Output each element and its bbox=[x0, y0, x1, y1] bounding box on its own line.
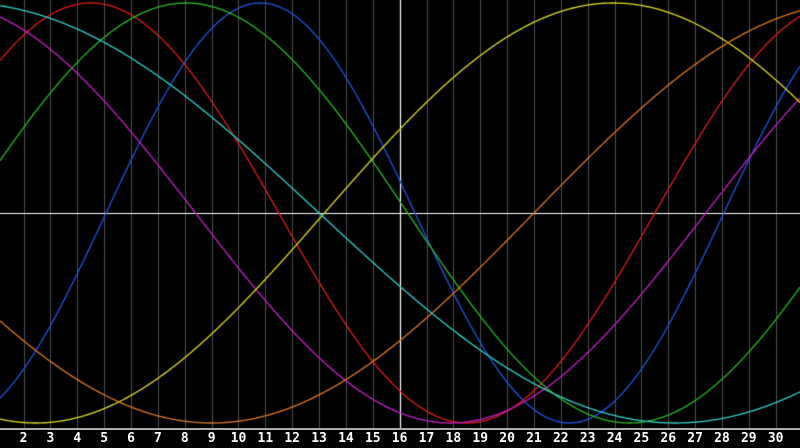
x-tick-label: 15 bbox=[364, 431, 381, 446]
x-tick-label: 2 bbox=[19, 431, 28, 446]
x-tick-label: 27 bbox=[687, 431, 703, 446]
x-tick-label: 30 bbox=[767, 431, 784, 446]
x-tick-label: 21 bbox=[526, 431, 542, 446]
x-tick-label: 25 bbox=[633, 431, 650, 446]
x-tick-label: 11 bbox=[257, 431, 274, 446]
x-tick-label: 16 bbox=[391, 431, 408, 446]
x-tick-label: 12 bbox=[284, 431, 301, 446]
x-tick-label: 28 bbox=[714, 431, 730, 446]
x-tick-label: 10 bbox=[230, 431, 247, 446]
x-tick-label: 4 bbox=[73, 431, 82, 446]
x-tick-label: 8 bbox=[180, 431, 189, 446]
x-axis-tick-strip: 2 3 4 5 6 7 8 9 10 11 12 13 14 15 16 17 18 19 20 21 22 23 24 25… bbox=[0, 430, 800, 448]
chart-plot-canvas bbox=[0, 0, 800, 428]
x-tick-label: 3 bbox=[46, 431, 55, 446]
x-tick-label: 22 bbox=[552, 431, 569, 446]
x-tick-label: 18 bbox=[445, 431, 462, 446]
x-tick-label: 20 bbox=[499, 431, 515, 446]
x-tick-label: 13 bbox=[311, 431, 327, 446]
x-tick-label: 23 bbox=[579, 431, 596, 446]
x-tick-label: 24 bbox=[606, 431, 623, 446]
x-axis-line bbox=[0, 428, 800, 430]
x-tick-label: 17 bbox=[418, 431, 435, 446]
x-tick-label: 14 bbox=[338, 431, 354, 446]
x-tick-label: 19 bbox=[472, 431, 489, 446]
x-tick-label: 9 bbox=[207, 431, 216, 446]
x-tick-label: 5 bbox=[100, 431, 109, 446]
x-tick-label: 29 bbox=[740, 431, 757, 446]
x-tick-label: 26 bbox=[660, 431, 677, 446]
x-tick-label: 7 bbox=[153, 431, 162, 446]
x-tick-label: 6 bbox=[127, 431, 135, 446]
